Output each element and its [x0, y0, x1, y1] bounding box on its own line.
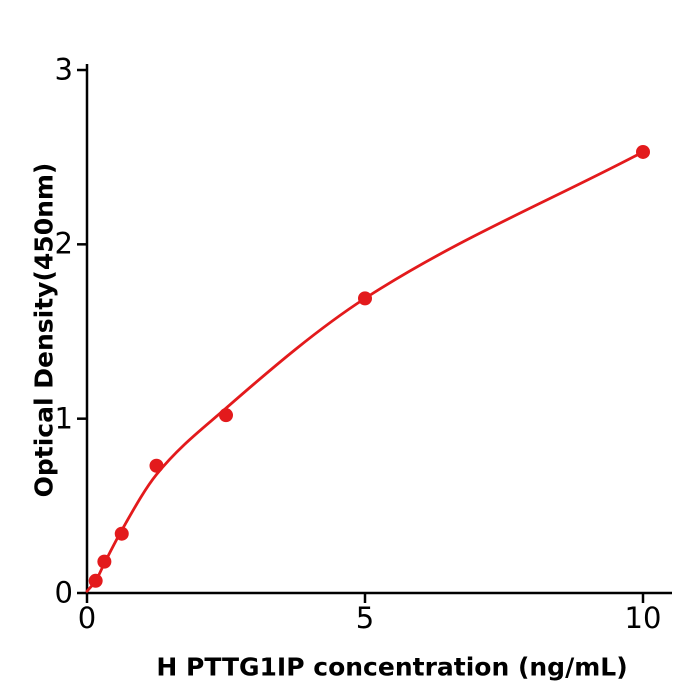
y-tick-label-3: 3: [54, 52, 73, 87]
data-point-x10: [636, 144, 650, 159]
y-tick-label-2: 2: [54, 226, 73, 261]
y-tick-label-1: 1: [54, 401, 73, 436]
x-tick-label-0: 0: [77, 601, 97, 635]
fitted-standard-curve: [85, 150, 645, 593]
data-point-x5: [358, 291, 372, 306]
data-point-x2.5: [219, 408, 233, 423]
x-tick-label-10: 10: [624, 601, 662, 635]
x-tick-label-5: 5: [355, 601, 375, 635]
y-tick-label-0: 0: [54, 575, 73, 610]
data-point-x0.156: [88, 573, 103, 588]
data-point-x1.25: [149, 458, 164, 473]
data-point-x0.625: [114, 526, 129, 541]
x-axis-label: H PTTG1IP concentration (ng/mL): [156, 652, 628, 682]
y-axis-label: Optical Density(450nm): [29, 162, 59, 498]
data-point-x0.3125: [97, 554, 112, 569]
